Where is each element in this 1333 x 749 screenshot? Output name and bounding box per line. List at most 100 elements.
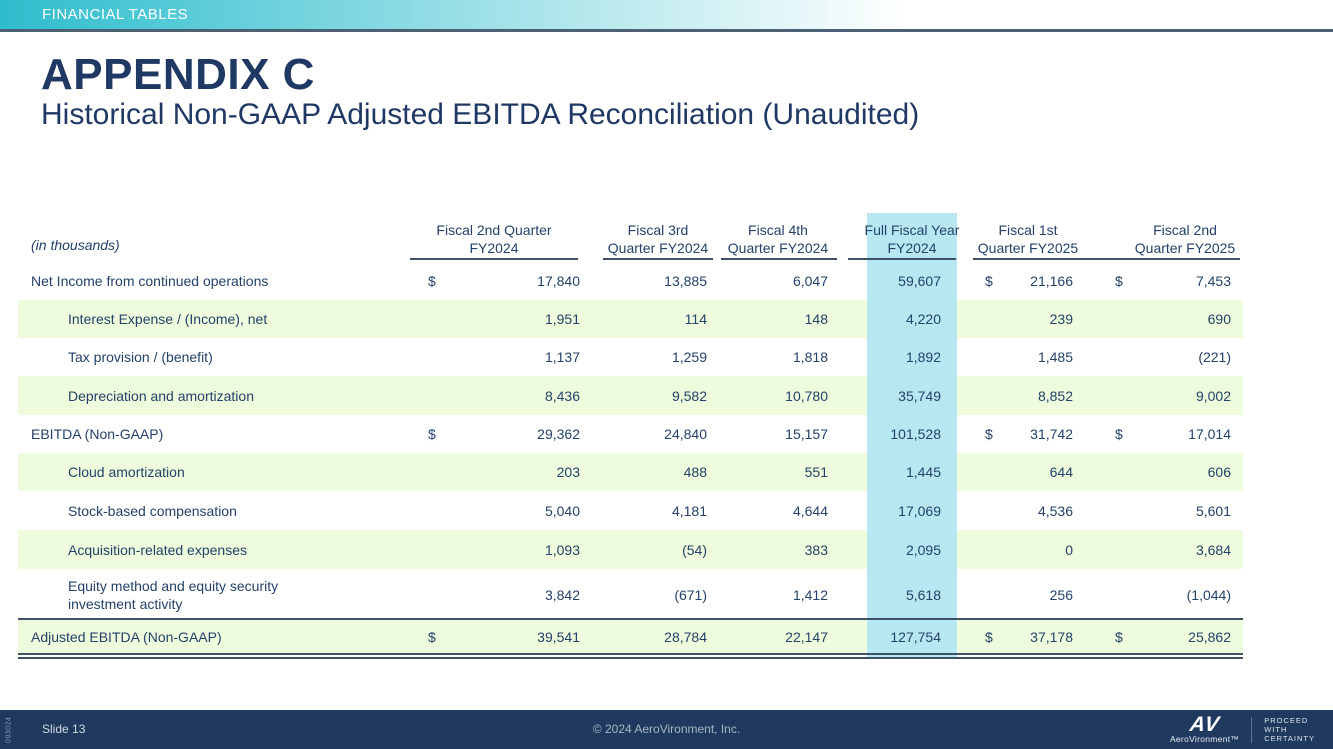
- cell-value: 606: [1207, 464, 1231, 480]
- cell-value: 4,220: [905, 311, 941, 327]
- currency-symbol: $: [428, 628, 436, 645]
- cell-value: 1,951: [544, 311, 580, 327]
- table-cell: 5,040: [428, 491, 580, 530]
- table-cell: 148: [714, 300, 828, 338]
- units-note: (in thousands): [31, 237, 120, 253]
- cell-value: 17,014: [1188, 426, 1231, 442]
- table-cell: $7,453: [1115, 262, 1231, 300]
- table-cell: 24,840: [593, 415, 707, 453]
- highlight-column-band: [867, 213, 957, 659]
- table-cell: 13,885: [593, 262, 707, 300]
- table-cell: 551: [714, 453, 828, 491]
- cell-value: 1,412: [792, 586, 828, 603]
- table-cell: 8,852: [985, 376, 1073, 415]
- table-cell: 17,069: [869, 491, 941, 530]
- column-header-line: Fiscal 4th: [748, 222, 808, 238]
- cell-value: 2,095: [905, 541, 941, 558]
- footer-side-note: 093024: [5, 716, 13, 743]
- table-cell: 203: [428, 453, 580, 491]
- table-cell: 28,784: [593, 620, 707, 653]
- tagline-line: CERTAINTY: [1264, 734, 1315, 743]
- cell-value: 1,892: [905, 349, 941, 365]
- cell-value: 9,002: [1195, 387, 1231, 404]
- table-cell: 59,607: [869, 262, 941, 300]
- table-row-ebitda: EBITDA (Non-GAAP) $29,362 24,840 15,157 …: [18, 415, 1243, 453]
- cell-value: (221): [1198, 349, 1231, 365]
- financial-table: (in thousands) Fiscal 2nd Quarter FY2024…: [18, 213, 1243, 661]
- cell-value: 3,842: [544, 586, 580, 603]
- page-title: APPENDIX C: [41, 50, 315, 99]
- cell-value: 690: [1207, 311, 1231, 327]
- header-underline: [973, 258, 1240, 260]
- table-cell: 127,754: [869, 620, 941, 653]
- table-cell: 22,147: [714, 620, 828, 653]
- cell-value: 17,840: [537, 273, 580, 289]
- total-row-bottom-rule: [18, 657, 1243, 659]
- table-cell: 256: [985, 569, 1073, 620]
- table-row-stock-compensation: Stock-based compensation 5,040 4,181 4,6…: [18, 491, 1243, 530]
- cell-value: 4,181: [671, 502, 707, 519]
- table-cell: 5,618: [869, 569, 941, 620]
- tagline-line: PROCEED: [1264, 716, 1309, 725]
- table-cell: $29,362: [428, 415, 580, 453]
- cell-value: 0: [1065, 541, 1073, 558]
- column-header-q1-fy2025: Fiscal 1st Quarter FY2025: [943, 215, 1113, 257]
- table-cell: $17,840: [428, 262, 580, 300]
- table-cell: 4,220: [869, 300, 941, 338]
- table-row-equity-method: Equity method and equity security invest…: [18, 569, 1243, 620]
- table-cell: (671): [593, 569, 707, 620]
- cell-value: 8,852: [1037, 387, 1073, 404]
- cell-value: 37,178: [1030, 628, 1073, 645]
- column-header-line: Quarter FY2025: [977, 240, 1079, 256]
- cell-value: 8,436: [544, 387, 580, 404]
- cell-value: 1,137: [544, 349, 580, 365]
- header-underline: [721, 258, 837, 260]
- table-cell: 690: [1115, 300, 1231, 338]
- column-header-q2-fy2025: Fiscal 2nd Quarter FY2025: [1100, 215, 1270, 257]
- table-cell: 9,582: [593, 376, 707, 415]
- table-cell: 4,181: [593, 491, 707, 530]
- cell-value: 383: [804, 541, 828, 558]
- slide-number: Slide 13: [42, 722, 86, 736]
- table-cell: 1,951: [428, 300, 580, 338]
- table-cell: 488: [593, 453, 707, 491]
- cell-value: 3,684: [1195, 541, 1231, 558]
- currency-symbol: $: [428, 426, 436, 442]
- table-cell: 606: [1115, 453, 1231, 491]
- total-row-top-rule: [18, 618, 1243, 620]
- copyright-text: © 2024 AeroVironment, Inc.: [592, 722, 741, 736]
- cell-value: (1,044): [1186, 586, 1231, 603]
- table-cell: 4,536: [985, 491, 1073, 530]
- cell-value: 7,453: [1195, 273, 1231, 289]
- table-cell: $37,178: [985, 620, 1073, 653]
- av-logo-icon: AV: [1188, 713, 1221, 736]
- cell-value: 4,536: [1037, 502, 1073, 519]
- currency-symbol: $: [1115, 628, 1123, 645]
- cell-value: 5,040: [544, 502, 580, 519]
- header-underline: [848, 258, 956, 260]
- row-label: EBITDA (Non-GAAP): [31, 426, 164, 442]
- table-cell: 1,818: [714, 338, 828, 376]
- tagline: PROCEED WITH CERTAINTY: [1264, 716, 1315, 743]
- currency-symbol: $: [428, 273, 436, 289]
- row-label: Depreciation and amortization: [68, 387, 254, 404]
- column-header-line: Fiscal 3rd: [627, 222, 689, 238]
- table-cell: $39,541: [428, 620, 580, 653]
- cell-value: 59,607: [898, 273, 941, 289]
- cell-value: 488: [683, 464, 707, 480]
- total-row-bottom-rule: [18, 653, 1243, 655]
- column-header-line: FY2024: [887, 240, 937, 256]
- row-label: Stock-based compensation: [68, 502, 237, 519]
- table-cell: 5,601: [1115, 491, 1231, 530]
- cell-value: 9,582: [671, 387, 707, 404]
- column-header-full-fy2024: Full Fiscal Year FY2024: [852, 215, 972, 257]
- cell-value: 31,742: [1030, 426, 1073, 442]
- table-cell: (221): [1115, 338, 1231, 376]
- cell-value: 5,618: [905, 586, 941, 603]
- table-row-acquisition-expenses: Acquisition-related expenses 1,093 (54) …: [18, 530, 1243, 569]
- cell-value: 28,784: [664, 628, 707, 645]
- table-cell: $25,862: [1115, 620, 1231, 653]
- cell-value: 22,147: [785, 628, 828, 645]
- cell-value: 127,754: [890, 628, 941, 645]
- currency-symbol: $: [1115, 426, 1123, 442]
